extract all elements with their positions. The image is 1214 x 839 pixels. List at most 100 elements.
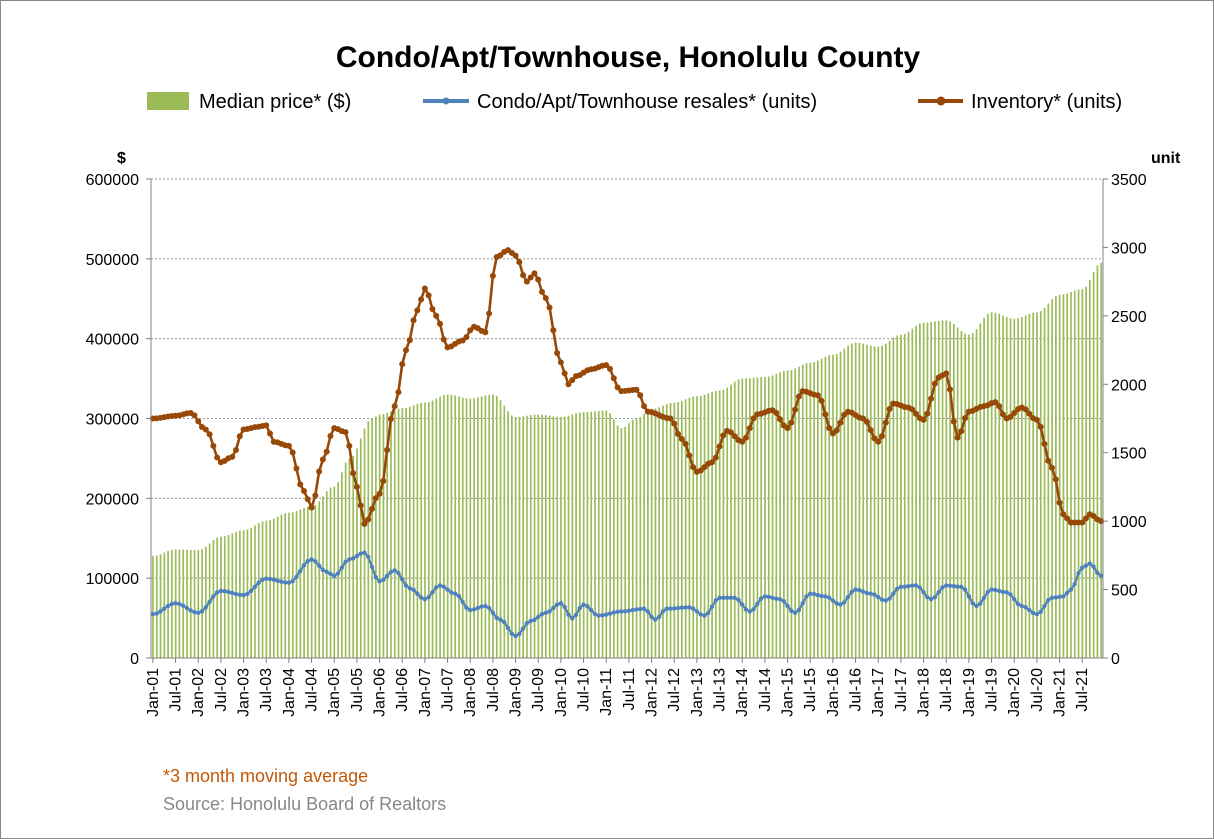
median-price-bar: [450, 394, 453, 658]
inventory-point: [414, 307, 421, 314]
resales-point: [1015, 601, 1021, 607]
resales-point: [747, 609, 752, 614]
median-price-bar: [635, 418, 638, 658]
inventory-point: [1022, 406, 1029, 413]
inventory-point: [387, 416, 394, 423]
resales-point: [275, 578, 280, 583]
median-price-bar: [941, 320, 944, 658]
resales-point: [887, 596, 892, 601]
resales-point: [966, 594, 972, 599]
inventory-point: [727, 429, 734, 436]
resales-point: [619, 609, 624, 614]
resales-point: [1072, 581, 1077, 587]
resales-point: [879, 597, 885, 602]
left-tick-label: 500000: [86, 252, 139, 269]
median-price-bar: [699, 395, 702, 658]
x-tick-label: Jan-13: [689, 668, 706, 717]
median-price-bar: [658, 407, 661, 658]
median-price-bar: [205, 546, 207, 658]
median-price-bar: [533, 414, 536, 658]
resales-point: [407, 586, 412, 591]
median-price-bar: [314, 504, 317, 658]
resales-point: [777, 596, 783, 602]
median-price-bar: [416, 403, 419, 658]
median-price-bar: [832, 354, 834, 658]
resales-point: [554, 602, 560, 607]
inventory-point: [236, 433, 243, 440]
left-tick-label: 600000: [86, 172, 139, 189]
inventory-point: [297, 481, 304, 488]
inventory-point: [731, 433, 738, 440]
resales-point: [237, 592, 242, 597]
resales-point: [373, 574, 378, 580]
resales-point: [294, 574, 299, 580]
median-price-bar: [613, 419, 615, 658]
resales-point: [192, 609, 197, 615]
median-price-bar: [1096, 265, 1099, 658]
resales-point: [607, 611, 613, 616]
resales-point: [736, 597, 741, 602]
resales-point: [245, 591, 250, 597]
median-price-bar: [378, 414, 381, 658]
left-axis-unit: $: [117, 150, 126, 167]
median-price-bar: [662, 405, 664, 658]
median-price-bar: [1028, 313, 1031, 658]
resales-point: [690, 606, 696, 611]
median-price-bar: [322, 496, 324, 658]
resales-point: [962, 587, 968, 592]
median-price-bar: [152, 555, 154, 658]
resales-point: [1042, 603, 1047, 609]
resales-point: [838, 602, 843, 607]
resales-point: [1038, 609, 1043, 615]
median-price-bar: [420, 402, 423, 658]
median-price-bar: [783, 371, 785, 658]
median-price-bar: [752, 377, 755, 658]
inventory-point: [1083, 515, 1089, 522]
resales-point: [158, 609, 163, 614]
resales-point: [1046, 597, 1051, 603]
median-price-bar: [1013, 318, 1016, 658]
x-tick-label: Jul-09: [530, 668, 547, 712]
inventory-point: [958, 428, 965, 435]
inventory-point: [342, 429, 349, 436]
median-price-bar: [945, 320, 948, 658]
resales-point: [464, 605, 469, 610]
inventory-point: [943, 370, 950, 377]
median-price-bar: [197, 550, 200, 658]
resales-point: [471, 607, 477, 612]
median-price-bar: [790, 370, 793, 658]
inventory-point: [263, 422, 270, 429]
resales-point: [849, 589, 854, 594]
left-tick-label: 0: [130, 651, 139, 668]
resales-point: [411, 587, 416, 593]
resales-point: [1053, 595, 1058, 600]
inventory-point: [429, 306, 436, 313]
median-price-bar: [983, 317, 985, 658]
resales-point: [868, 591, 873, 596]
median-price-bar: [688, 397, 691, 658]
resales-point: [377, 579, 382, 584]
median-price-bar: [911, 328, 914, 658]
resales-point: [536, 614, 541, 620]
resales-point: [766, 594, 771, 600]
median-price-bar: [703, 394, 706, 658]
resales-point: [709, 604, 715, 609]
median-price-bar: [707, 393, 710, 658]
inventory-point: [909, 406, 916, 413]
inventory-point: [527, 274, 534, 281]
resales-point: [857, 587, 862, 593]
median-price-bar: [994, 312, 997, 658]
median-price-bar: [375, 416, 377, 658]
median-price-bar: [431, 400, 434, 658]
resales-point: [672, 606, 677, 611]
left-axis-ticks: 0 100000 200000 300000 400000 500000 600000: [86, 172, 151, 668]
inventory-point: [561, 370, 568, 377]
median-price-bar: [643, 413, 645, 658]
legend-swatch-median-price: [147, 92, 189, 110]
median-price-bar: [828, 355, 831, 658]
resales-point: [403, 583, 409, 588]
resales-point: [649, 614, 654, 620]
inventory-point: [950, 418, 957, 425]
median-price-bar: [193, 550, 196, 658]
inventory-point: [992, 399, 999, 406]
